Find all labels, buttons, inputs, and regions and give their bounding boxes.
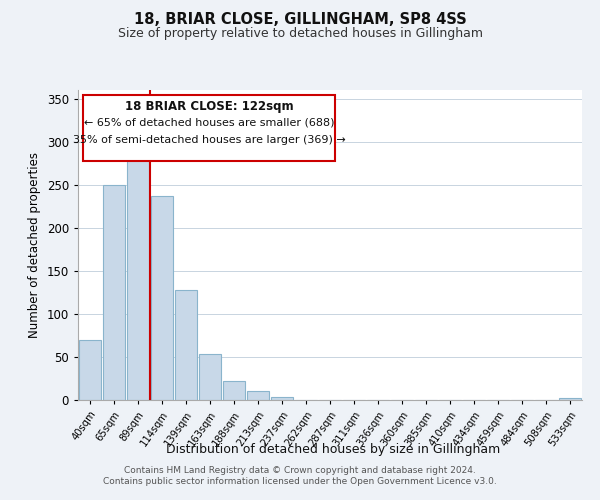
- Bar: [271, 396, 293, 400]
- Text: 18 BRIAR CLOSE: 122sqm: 18 BRIAR CLOSE: 122sqm: [125, 100, 293, 113]
- Bar: [223, 381, 245, 400]
- Text: Contains HM Land Registry data © Crown copyright and database right 2024.: Contains HM Land Registry data © Crown c…: [124, 466, 476, 475]
- FancyBboxPatch shape: [83, 94, 335, 162]
- Bar: [103, 184, 125, 400]
- Bar: [199, 354, 221, 400]
- Bar: [79, 340, 101, 400]
- Text: Distribution of detached houses by size in Gillingham: Distribution of detached houses by size …: [166, 442, 500, 456]
- Bar: [559, 398, 581, 400]
- Bar: [247, 390, 269, 400]
- Bar: [175, 290, 197, 400]
- Y-axis label: Number of detached properties: Number of detached properties: [28, 152, 41, 338]
- Text: Contains public sector information licensed under the Open Government Licence v3: Contains public sector information licen…: [103, 477, 497, 486]
- Text: Size of property relative to detached houses in Gillingham: Size of property relative to detached ho…: [118, 28, 482, 40]
- Text: 18, BRIAR CLOSE, GILLINGHAM, SP8 4SS: 18, BRIAR CLOSE, GILLINGHAM, SP8 4SS: [134, 12, 466, 28]
- Bar: [127, 153, 149, 400]
- Text: ← 65% of detached houses are smaller (688): ← 65% of detached houses are smaller (68…: [84, 118, 334, 128]
- Bar: [151, 196, 173, 400]
- Text: 35% of semi-detached houses are larger (369) →: 35% of semi-detached houses are larger (…: [73, 135, 346, 145]
